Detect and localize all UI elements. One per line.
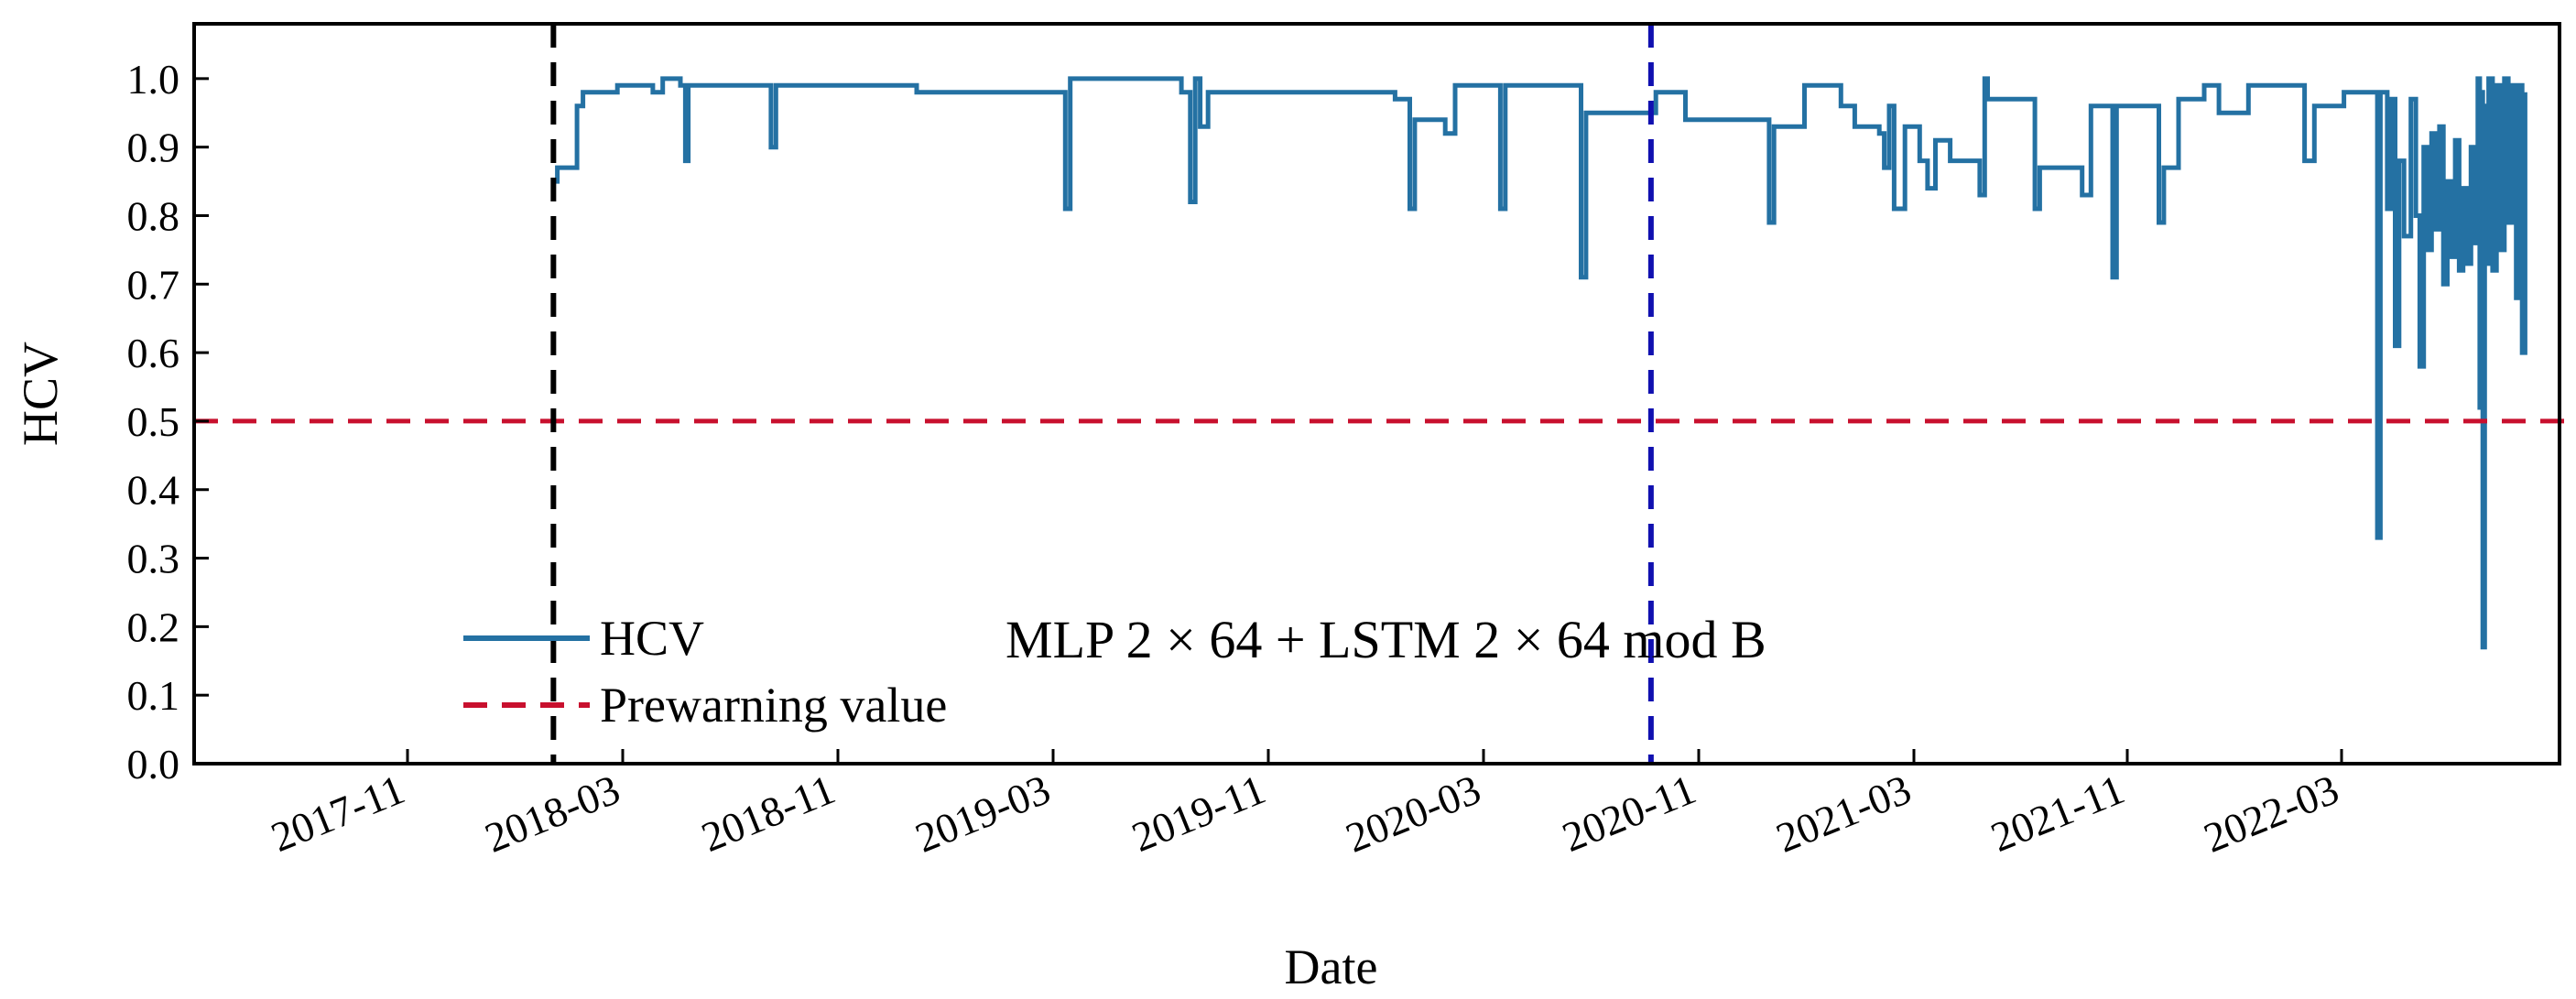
legend-label-hcv: HCV xyxy=(600,611,704,666)
x-tick-label: 2022-03 xyxy=(2197,766,2344,862)
x-tick-label: 2018-11 xyxy=(695,766,842,861)
y-tick-label: 0.5 xyxy=(127,398,180,445)
y-tick-label: 0.1 xyxy=(127,672,180,719)
x-tick-label: 2021-03 xyxy=(1769,766,1917,862)
x-tick-label: 2018-03 xyxy=(478,766,625,862)
x-tick-label: 2019-03 xyxy=(908,766,1056,862)
y-tick-label: 0.8 xyxy=(127,192,180,239)
y-tick-label: 0.7 xyxy=(127,261,180,308)
y-tick-label: 0.2 xyxy=(127,603,180,650)
y-tick-label: 0.4 xyxy=(127,467,180,514)
y-tick-label: 1.0 xyxy=(127,56,180,103)
y-tick-label: 0.0 xyxy=(127,741,180,787)
x-tick-label: 2020-11 xyxy=(1556,766,1702,861)
y-tick-label: 0.9 xyxy=(127,125,180,171)
axes-layer: 0.0 0.1 0.2 0.3 0.4 0.5 0.6 0.7 0.8 0.9 1.0 2017-11… xyxy=(127,22,2561,862)
legend: HCV Prewarning value xyxy=(463,611,947,733)
axes-frame xyxy=(192,22,2561,766)
y-tick-label: 0.3 xyxy=(127,536,180,582)
x-tick-label: 2020-03 xyxy=(1339,766,1486,862)
x-tick-label: 2017-11 xyxy=(265,766,411,861)
model-annotation: MLP 2 × 64 + LSTM 2 × 64 mod B xyxy=(1005,610,1766,669)
x-tick-label: 2021-11 xyxy=(1984,766,2131,861)
hcv-series-line xyxy=(553,76,2527,650)
x-tick-label: 2019-11 xyxy=(1125,766,1272,861)
y-axis-title: HCV xyxy=(13,342,68,446)
x-axis-title: Date xyxy=(1285,939,1378,994)
y-tick-label: 0.6 xyxy=(127,330,180,376)
legend-label-prewarning: Prewarning value xyxy=(600,678,947,733)
